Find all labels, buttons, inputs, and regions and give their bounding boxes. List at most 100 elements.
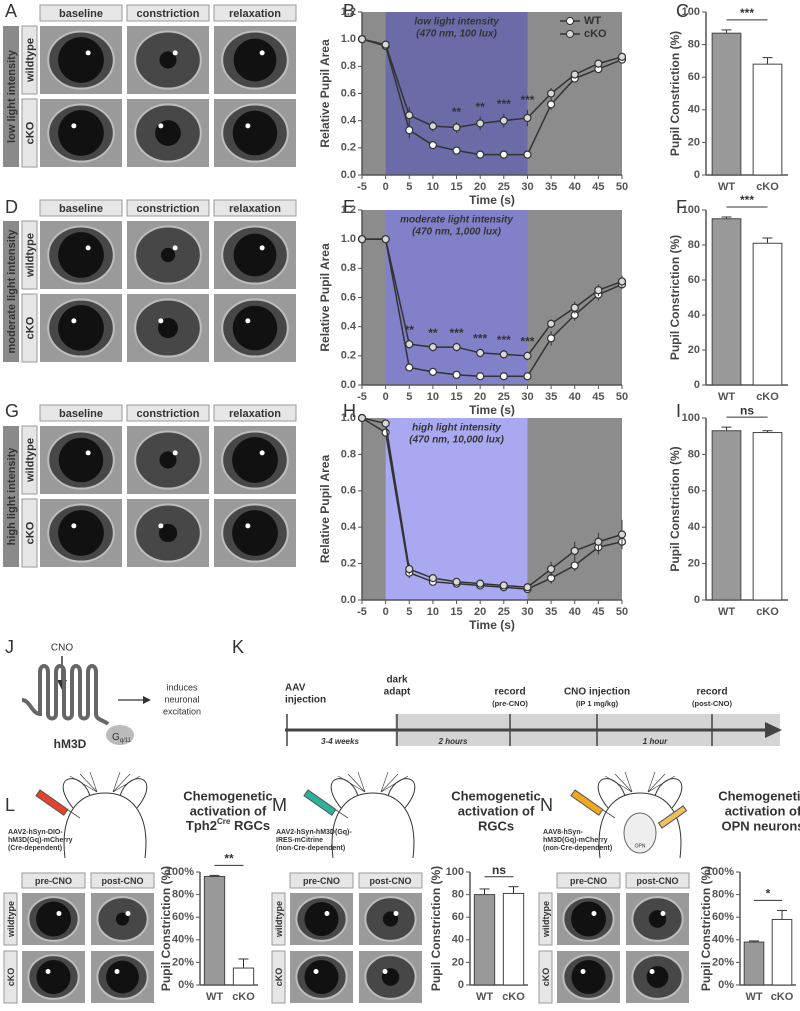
significance: *** — [497, 333, 511, 347]
column-header-box — [39, 4, 123, 22]
data-point — [499, 150, 508, 159]
column-header: constriction — [137, 203, 200, 215]
whisker — [614, 773, 633, 793]
panel-letter: G — [5, 401, 19, 421]
x-tick-label: -5 — [357, 391, 367, 403]
significance: *** — [497, 97, 511, 111]
syringe — [657, 805, 688, 829]
y-tick-label: 20 — [688, 558, 700, 570]
row-label-box — [21, 293, 38, 363]
y-tick-label: 0.6 — [341, 485, 356, 497]
x-tick-label: -5 — [357, 606, 367, 618]
data-point — [499, 116, 508, 125]
pupil — [159, 451, 177, 469]
y-axis-label: Pupil Constriction (%) — [699, 866, 713, 991]
y-tick-label: 0% — [718, 979, 734, 991]
event-label: CNO injection — [564, 687, 630, 698]
y-tick-label: 80 — [688, 39, 700, 51]
data-point — [405, 564, 414, 574]
construct-label: (non-Cre-dependent) — [543, 845, 612, 852]
panel-letter: A — [5, 1, 17, 21]
y-tick-label: 0 — [694, 594, 700, 606]
highlight — [172, 50, 178, 56]
pupil — [36, 959, 71, 995]
construct-label: hM3D(Gq)-mCherry — [8, 837, 73, 844]
x-tick-label: 15 — [450, 181, 462, 193]
light-label: (470 nm, 100 lux) — [416, 29, 497, 40]
row-label: wildtype — [24, 438, 36, 483]
data-point — [428, 342, 438, 352]
y-tick-label: 40% — [712, 934, 734, 946]
x-tick-label: 10 — [427, 391, 439, 403]
y-axis-label: Pupil Constriction (%) — [668, 235, 682, 360]
row-label: cKO — [24, 521, 36, 544]
column-header-box — [213, 199, 297, 217]
event-label: dark — [386, 675, 408, 686]
highlight — [158, 318, 164, 324]
whisker — [69, 775, 98, 793]
y-tick-label: 0.8 — [341, 60, 356, 72]
y-tick-label: 80 — [688, 239, 700, 251]
row-label-box — [538, 950, 553, 1004]
bar — [711, 218, 742, 386]
event-label: record — [494, 687, 525, 698]
y-tick-label: 0.6 — [341, 87, 356, 99]
row-label-box — [21, 498, 38, 568]
panel-letter: H — [343, 401, 356, 421]
panel-letter: L — [5, 795, 15, 815]
pupil — [58, 437, 104, 483]
x-tick-label: cKO — [771, 991, 794, 1003]
significance: * — [766, 887, 771, 901]
y-tick-label: 80% — [172, 889, 194, 901]
whisker — [112, 775, 141, 793]
column-header-box — [213, 4, 297, 22]
title-superscript: Cre — [217, 817, 231, 826]
data-point — [357, 35, 367, 44]
column-header-box — [126, 404, 210, 422]
pupil — [304, 901, 339, 937]
bar — [502, 892, 525, 986]
panel-title: RGCs — [478, 818, 514, 833]
highlight — [259, 245, 265, 251]
mouse-head — [63, 792, 147, 859]
pupil — [58, 110, 104, 156]
row-label-box — [21, 220, 38, 290]
column-header-box — [213, 404, 297, 422]
data-point — [617, 277, 627, 286]
effect-label: excitation — [163, 706, 201, 716]
x-tick-label: WT — [718, 391, 735, 403]
series-line — [361, 417, 623, 589]
construct-label: hM3D(Gq)-mCherry — [543, 837, 608, 844]
legend-marker — [566, 30, 574, 38]
highlight — [85, 50, 91, 56]
pupil — [233, 38, 277, 82]
side-label: moderate light intensity — [6, 229, 18, 354]
highlight — [393, 911, 399, 917]
data-point — [476, 348, 485, 358]
construct-label: (non-Cre-dependent) — [276, 845, 345, 852]
data-point — [428, 121, 438, 131]
x-tick-label: 50 — [616, 391, 628, 403]
data-point — [594, 59, 603, 68]
whisker — [89, 771, 98, 793]
data-point — [428, 574, 438, 583]
data-point — [428, 141, 438, 150]
pupil — [160, 247, 176, 263]
panel-letter: D — [5, 197, 18, 217]
whisker — [647, 775, 676, 793]
x-tick-label: WT — [206, 991, 223, 1003]
column-header-box — [39, 199, 123, 217]
data-point — [452, 370, 461, 379]
x-tick-label: cKO — [756, 391, 779, 403]
y-tick-label: 0.4 — [341, 321, 357, 333]
significance: ** — [428, 326, 438, 340]
column-header-box — [126, 4, 210, 22]
column-header-box — [289, 872, 354, 889]
syringe — [35, 789, 69, 816]
y-tick-label: 0.4 — [341, 115, 357, 127]
highlight — [591, 911, 597, 917]
panel-title: activation of — [458, 803, 535, 818]
whisker — [380, 771, 389, 793]
duration: 1 hour — [643, 737, 668, 746]
whisker — [647, 771, 656, 793]
